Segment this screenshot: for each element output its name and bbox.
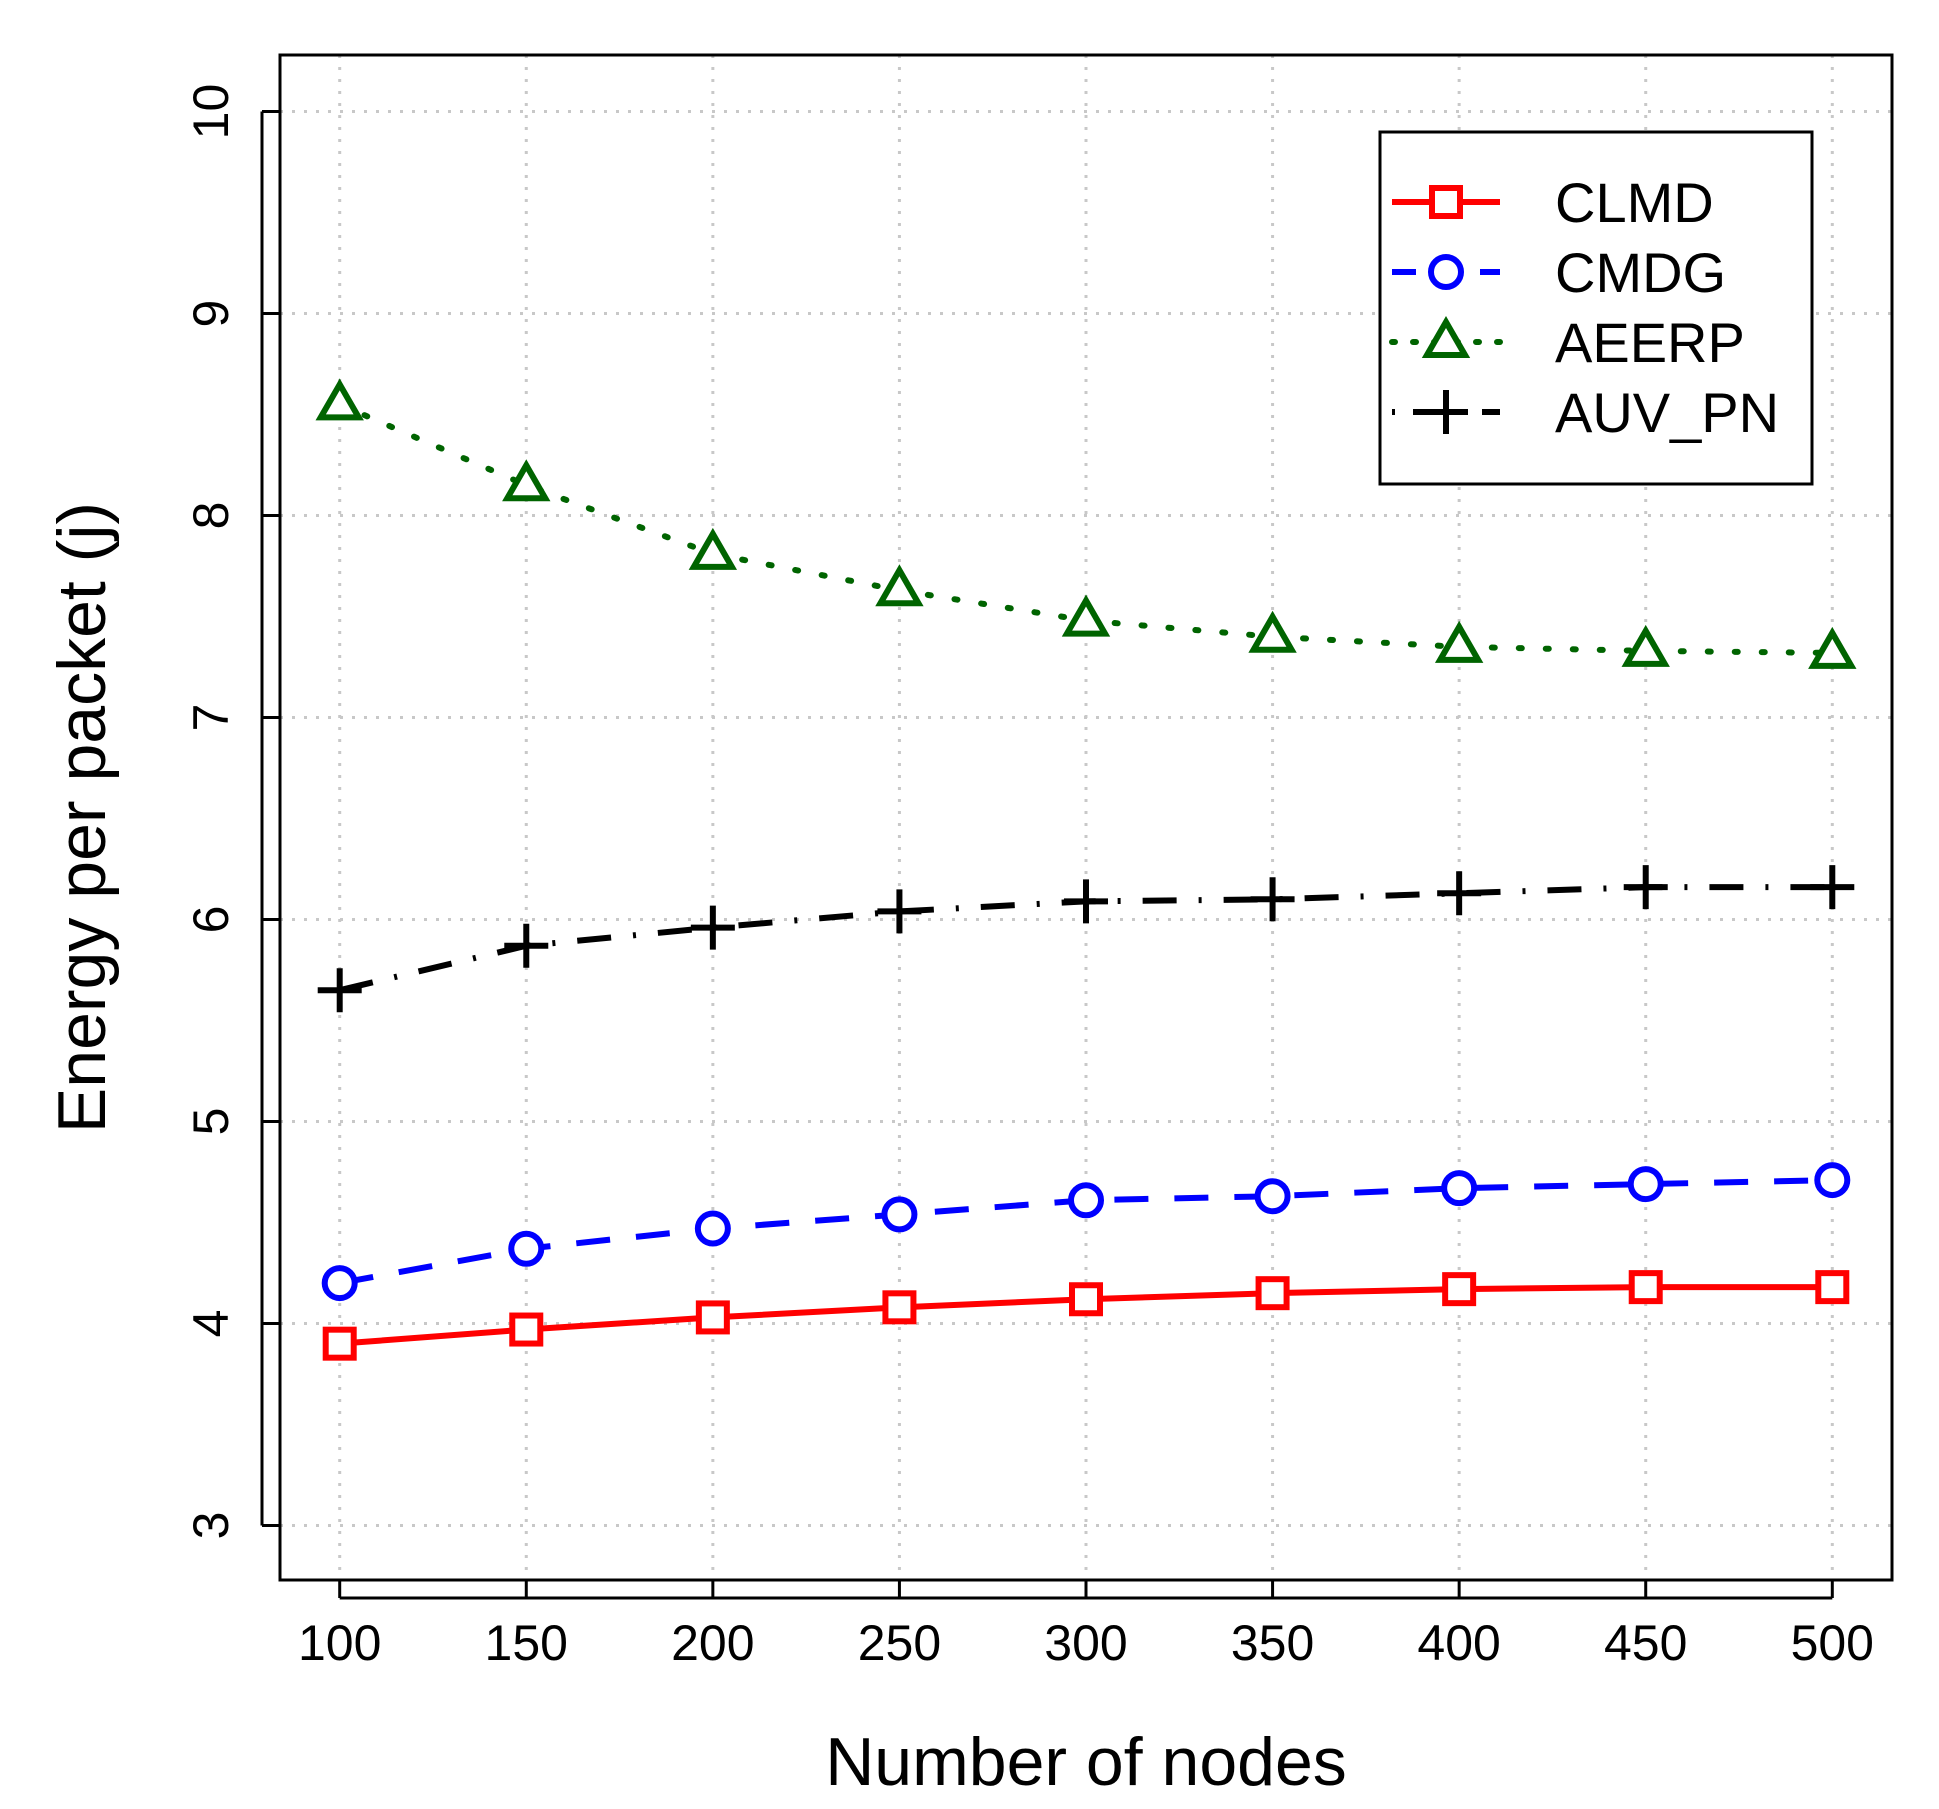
data-point [317,968,362,1013]
y-tick-label: 10 [183,84,239,140]
data-point [508,1230,545,1267]
x-tick-label: 500 [1791,1615,1874,1671]
x-axis-title: Number of nodes [825,1724,1347,1800]
plot-frame [278,53,1894,1582]
data-point [1437,871,1482,916]
data-point [1254,1178,1291,1215]
legend-label: CLMD [1555,171,1714,234]
data-point [502,459,551,502]
y-tick-label: 3 [183,1512,239,1540]
x-tick-label: 350 [1231,1615,1314,1671]
data-point [881,1196,918,1233]
data-point [1815,1270,1850,1305]
series-clmd [322,1270,1850,1361]
legend-label: AEERP [1555,311,1745,374]
series-cmdg [321,1162,1851,1302]
series-aeerp [315,378,1857,669]
series [315,378,1857,1361]
y-tick-label: 6 [183,906,239,934]
data-point [694,1210,731,1247]
data-point [1255,1276,1290,1311]
data-point [509,1312,544,1347]
legend-marker [1428,254,1464,290]
series-auv-pn [317,865,1855,1013]
legend-marker [1424,390,1468,434]
data-point [875,564,924,607]
legend-label: CMDG [1555,241,1726,304]
y-tick-label: 8 [183,502,239,530]
data-point [1250,877,1295,922]
data-point [1248,610,1297,653]
data-point [504,923,549,968]
y-tick-label: 7 [183,704,239,732]
x-tick-label: 250 [858,1615,941,1671]
y-tick-label: 5 [183,1108,239,1136]
data-point [1442,1272,1477,1307]
legend-item: CMDG [1392,241,1726,304]
data-point [1069,1282,1103,1317]
data-point [1434,620,1484,663]
data-point [1808,626,1857,669]
data-point [321,1265,358,1302]
data-point [690,905,735,950]
y-axis-title: Energy per packet (j) [44,502,120,1133]
data-point [1814,1162,1851,1199]
legend-item: AEERP [1389,311,1745,374]
data-point [1068,1182,1104,1219]
legend-marker [1421,315,1471,358]
x-tick-label: 450 [1604,1615,1687,1671]
x-tick-label: 300 [1044,1615,1127,1671]
data-point [1441,1170,1478,1207]
legend-item: CLMD [1392,171,1714,234]
x-tick-label: 400 [1417,1615,1500,1671]
data-point [688,527,738,570]
data-point [315,378,364,421]
data-point [1627,1166,1664,1203]
data-point [695,1300,730,1335]
legend-label: AUV_PN [1555,381,1779,444]
data-point [1061,594,1111,637]
data-point [1623,865,1668,910]
x-tick-label: 150 [485,1615,568,1671]
data-point [1621,624,1670,667]
legend: CLMD CMDG AEERP AUV_PN [1378,130,1814,486]
data-point [877,889,922,934]
data-point [1064,879,1108,924]
data-point [1628,1270,1663,1305]
data-point [322,1326,357,1361]
axes: 100 150 200 250 300 350 400 450 500 3 4 5 6 7 8 9 10 [183,84,1874,1671]
x-tick-label: 200 [671,1615,754,1671]
legend-marker [1429,185,1463,219]
legend-item: AUV_PN [1392,381,1779,444]
data-point [1810,865,1855,910]
y-tick-label: 9 [183,300,239,328]
data-point [882,1290,917,1325]
y-tick-label: 4 [183,1310,239,1338]
x-tick-label: 100 [298,1615,381,1671]
